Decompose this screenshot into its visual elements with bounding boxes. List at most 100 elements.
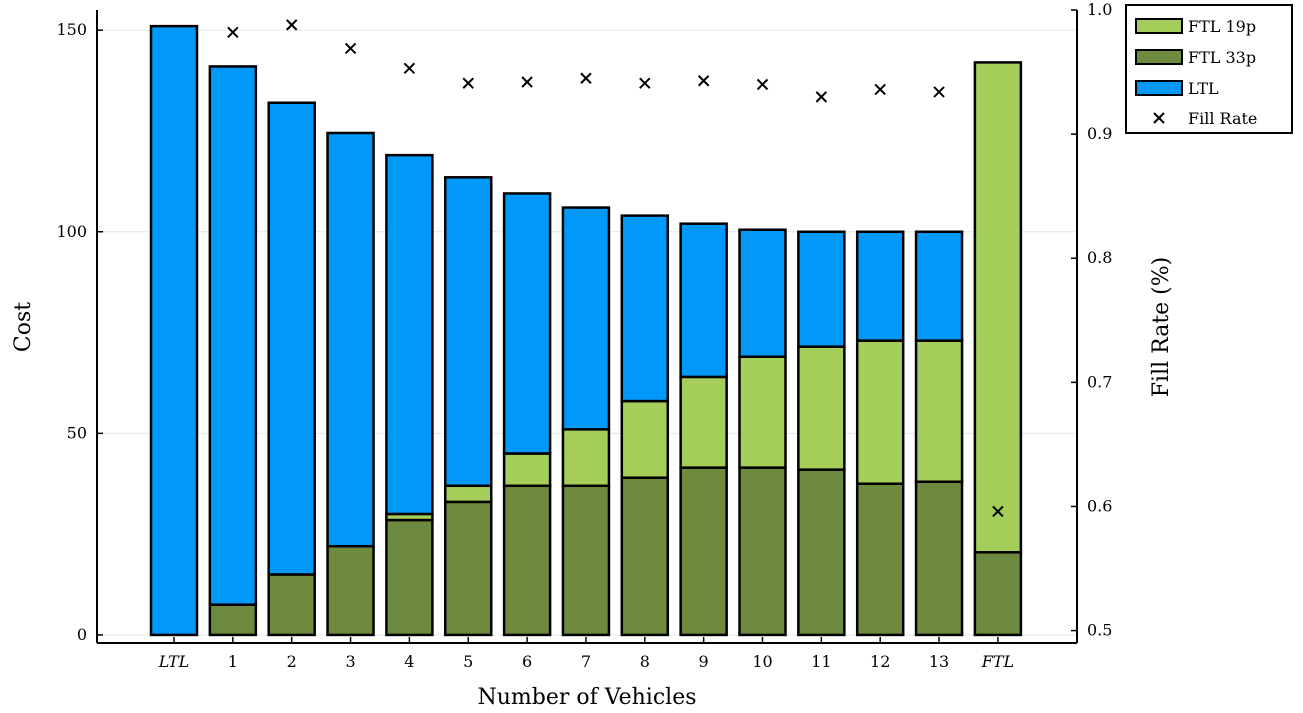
marker-stroke: [344, 42, 357, 55]
bar-ftl-19p: [973, 61, 1023, 554]
y-tick-label: 150: [56, 20, 87, 39]
bar-ftl-33p: [973, 551, 1023, 637]
bar-ftl-19p: [444, 484, 493, 504]
bar-ltl: [855, 230, 905, 342]
bar-ltl: [326, 131, 375, 548]
bar-ltl: [914, 230, 964, 342]
x-tick-label: 3: [345, 652, 355, 671]
y2-tick-label: 1.0: [1087, 0, 1112, 19]
legend-swatch: [1135, 18, 1183, 34]
bar-ftl-33p: [797, 468, 846, 637]
bar-ltl: [797, 230, 846, 348]
bar-ftl-33p: [855, 482, 905, 637]
bar-ftl-19p: [679, 375, 728, 469]
bar-ftl-19p: [502, 452, 552, 488]
x-tick-label: 8: [640, 652, 650, 671]
marker-stroke: [815, 91, 828, 103]
marker-stroke: [285, 19, 298, 31]
bar-ltl: [149, 24, 199, 637]
y2-tick-label: 0.6: [1087, 496, 1112, 515]
marker-stroke: [874, 83, 886, 96]
marker-stroke: [580, 72, 592, 84]
fill-rate-marker: [992, 505, 1004, 518]
bar-ltl: [679, 222, 728, 379]
bar-ltl: [502, 192, 552, 455]
legend: FTL 19p FTL 33p LTL Fill Rate: [1125, 4, 1293, 134]
legend-marker-x: [1153, 112, 1165, 124]
legend-label: LTL: [1188, 79, 1219, 98]
marker-stroke: [227, 26, 239, 39]
bar-ftl-33p: [738, 466, 787, 637]
fill-rate-marker: [874, 83, 886, 96]
fill-rate-marker: [462, 77, 474, 89]
bar-ftl-19p: [914, 339, 964, 483]
x-axis-title: Number of Vehicles: [477, 685, 696, 710]
marker-stroke: [992, 505, 1004, 518]
bar-ftl-19p: [738, 355, 787, 469]
fill-rate-markers: [227, 19, 1004, 518]
bar-ftl-33p: [267, 573, 316, 637]
bar-ftl-33p: [502, 484, 552, 637]
x-tick-label: 2: [287, 652, 297, 671]
bar-ltl: [208, 65, 258, 606]
bar-ftl-19p: [561, 428, 611, 488]
x-tick-label: 4: [404, 652, 414, 671]
fill-rate-marker: [285, 19, 298, 31]
x-tick-label: 10: [752, 652, 772, 671]
y-tick-label: 0: [77, 625, 87, 644]
bar-ftl-19p: [620, 399, 670, 479]
bar-ltl: [267, 101, 316, 576]
y-tick-label: 100: [56, 222, 87, 241]
legend-label: Fill Rate: [1188, 109, 1257, 128]
legend-label: FTL 33p: [1188, 48, 1256, 67]
y2-axis-title: Fill Rate (%): [1149, 257, 1174, 397]
fill-rate-marker: [403, 62, 416, 75]
bar-ftl-19p: [855, 339, 905, 485]
fill-rate-marker: [227, 26, 239, 39]
x-tick-label: FTL: [981, 652, 1014, 671]
bar-ftl-33p: [679, 466, 728, 637]
bar-ltl: [385, 153, 434, 516]
legend-swatch: [1135, 80, 1183, 96]
bar-ftl-33p: [326, 544, 375, 637]
fill-rate-marker: [344, 42, 357, 55]
y-tick-label: 50: [67, 423, 87, 442]
bar-ftl-33p: [620, 476, 670, 637]
bar-ftl-33p: [385, 518, 434, 637]
y-axis-title: Cost: [11, 302, 36, 352]
bar-ltl: [620, 214, 670, 403]
x-tick-label: 5: [463, 652, 473, 671]
bar-ltl: [561, 206, 611, 431]
x-tick-label: 1: [228, 652, 238, 671]
marker-stroke: [697, 75, 710, 87]
x-tick-label: 12: [870, 652, 890, 671]
fill-rate-marker: [521, 76, 533, 88]
x-tick-label: 11: [811, 652, 831, 671]
fill-rate-marker: [580, 72, 592, 84]
y2-tick-label: 0.8: [1087, 248, 1112, 267]
marker-stroke: [756, 78, 769, 91]
x-tick-label: LTL: [158, 652, 190, 671]
marker-stroke: [639, 77, 651, 89]
bar-ftl-33p: [444, 500, 493, 637]
marker-stroke: [933, 86, 945, 98]
bars-layer: [149, 24, 1023, 637]
y2-tick-label: 0.5: [1087, 621, 1112, 640]
fill-rate-marker: [815, 91, 828, 103]
bar-ftl-19p: [797, 345, 846, 471]
fill-rate-marker: [756, 78, 769, 91]
fill-rate-marker: [697, 75, 710, 87]
marker-stroke: [403, 62, 416, 75]
y2-tick-label: 0.7: [1087, 372, 1112, 391]
bar-ltl: [738, 228, 787, 358]
bar-ftl-33p: [208, 603, 258, 637]
marker-stroke: [1153, 112, 1165, 124]
legend-label: FTL 19p: [1188, 17, 1256, 36]
bar-ftl-33p: [561, 484, 611, 637]
x-tick-label: 9: [699, 652, 709, 671]
x-tick-label: 6: [522, 652, 532, 671]
x-tick-label: 13: [929, 652, 949, 671]
